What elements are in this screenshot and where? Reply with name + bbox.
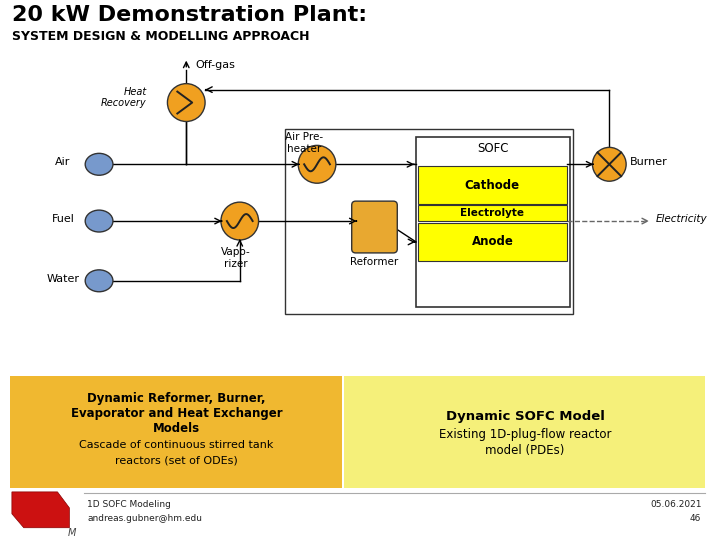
- Text: SOFC: SOFC: [477, 143, 509, 156]
- FancyBboxPatch shape: [343, 376, 706, 488]
- Text: 46: 46: [690, 514, 701, 523]
- Text: reactors (set of ODEs): reactors (set of ODEs): [115, 455, 238, 465]
- Polygon shape: [12, 492, 69, 528]
- Text: Cascade of continuous stirred tank: Cascade of continuous stirred tank: [79, 440, 274, 450]
- Ellipse shape: [85, 210, 113, 232]
- Circle shape: [168, 84, 205, 122]
- Circle shape: [221, 202, 258, 240]
- Ellipse shape: [85, 153, 113, 176]
- Circle shape: [593, 147, 626, 181]
- Text: Electrolyte: Electrolyte: [460, 208, 524, 218]
- Text: Off-gas: Off-gas: [195, 60, 235, 70]
- Text: Fuel: Fuel: [52, 214, 74, 224]
- FancyBboxPatch shape: [418, 205, 567, 221]
- Ellipse shape: [85, 270, 113, 292]
- Text: Existing 1D-plug-flow reactor: Existing 1D-plug-flow reactor: [438, 428, 611, 441]
- FancyBboxPatch shape: [418, 223, 567, 261]
- Text: Cathode: Cathode: [465, 179, 520, 192]
- Text: Reformer: Reformer: [351, 257, 399, 267]
- Text: Models: Models: [153, 422, 200, 435]
- Text: Evaporator and Heat Exchanger: Evaporator and Heat Exchanger: [71, 407, 282, 420]
- Text: Anode: Anode: [472, 235, 513, 248]
- Text: Vapo-
rizer: Vapo- rizer: [221, 247, 251, 268]
- Text: Air Pre-
heater: Air Pre- heater: [285, 132, 323, 154]
- Text: Heat
Recovery: Heat Recovery: [101, 87, 147, 109]
- Text: M: M: [68, 528, 76, 538]
- FancyBboxPatch shape: [416, 137, 570, 307]
- Text: SYSTEM DESIGN & MODELLING APPROACH: SYSTEM DESIGN & MODELLING APPROACH: [12, 30, 310, 43]
- FancyBboxPatch shape: [418, 166, 567, 204]
- Text: Water: Water: [47, 274, 80, 284]
- Text: Electricity: Electricity: [656, 214, 708, 224]
- Text: 1D SOFC Modeling: 1D SOFC Modeling: [87, 500, 171, 509]
- FancyBboxPatch shape: [351, 201, 397, 253]
- Text: andreas.gubner@hm.edu: andreas.gubner@hm.edu: [87, 514, 202, 523]
- Text: 05.06.2021: 05.06.2021: [650, 500, 701, 509]
- Text: Burner: Burner: [630, 157, 668, 167]
- Text: Dynamic SOFC Model: Dynamic SOFC Model: [446, 410, 605, 423]
- Text: Dynamic Reformer, Burner,: Dynamic Reformer, Burner,: [87, 392, 266, 405]
- Circle shape: [298, 145, 336, 183]
- Text: Air: Air: [55, 157, 70, 167]
- Text: 20 kW Demonstration Plant:: 20 kW Demonstration Plant:: [12, 5, 367, 25]
- Text: model (PDEs): model (PDEs): [485, 443, 564, 457]
- FancyBboxPatch shape: [10, 376, 342, 488]
